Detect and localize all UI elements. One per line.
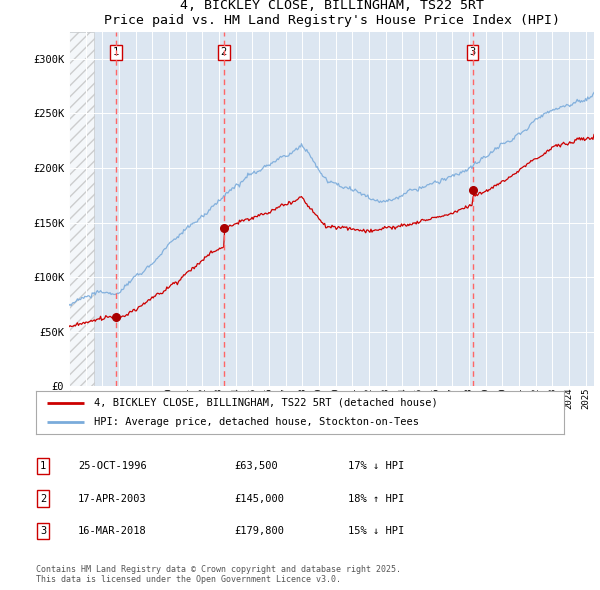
Text: £179,800: £179,800 bbox=[234, 526, 284, 536]
Text: 17-APR-2003: 17-APR-2003 bbox=[78, 494, 147, 503]
Text: 2: 2 bbox=[221, 47, 227, 57]
Text: £145,000: £145,000 bbox=[234, 494, 284, 503]
Title: 4, BICKLEY CLOSE, BILLINGHAM, TS22 5RT
Price paid vs. HM Land Registry's House P: 4, BICKLEY CLOSE, BILLINGHAM, TS22 5RT P… bbox=[104, 0, 560, 27]
Text: £63,500: £63,500 bbox=[234, 461, 278, 471]
Text: 3: 3 bbox=[469, 47, 476, 57]
Text: HPI: Average price, detached house, Stockton-on-Tees: HPI: Average price, detached house, Stoc… bbox=[94, 417, 419, 427]
Text: 1: 1 bbox=[113, 47, 119, 57]
Text: 17% ↓ HPI: 17% ↓ HPI bbox=[348, 461, 404, 471]
Text: 1: 1 bbox=[40, 461, 46, 471]
Text: 18% ↑ HPI: 18% ↑ HPI bbox=[348, 494, 404, 503]
Text: 25-OCT-1996: 25-OCT-1996 bbox=[78, 461, 147, 471]
Text: 3: 3 bbox=[40, 526, 46, 536]
Bar bbox=[69, 32, 94, 386]
Text: 2: 2 bbox=[40, 494, 46, 503]
Text: 16-MAR-2018: 16-MAR-2018 bbox=[78, 526, 147, 536]
Text: Contains HM Land Registry data © Crown copyright and database right 2025.
This d: Contains HM Land Registry data © Crown c… bbox=[36, 565, 401, 584]
Text: 15% ↓ HPI: 15% ↓ HPI bbox=[348, 526, 404, 536]
Text: 4, BICKLEY CLOSE, BILLINGHAM, TS22 5RT (detached house): 4, BICKLEY CLOSE, BILLINGHAM, TS22 5RT (… bbox=[94, 398, 438, 408]
